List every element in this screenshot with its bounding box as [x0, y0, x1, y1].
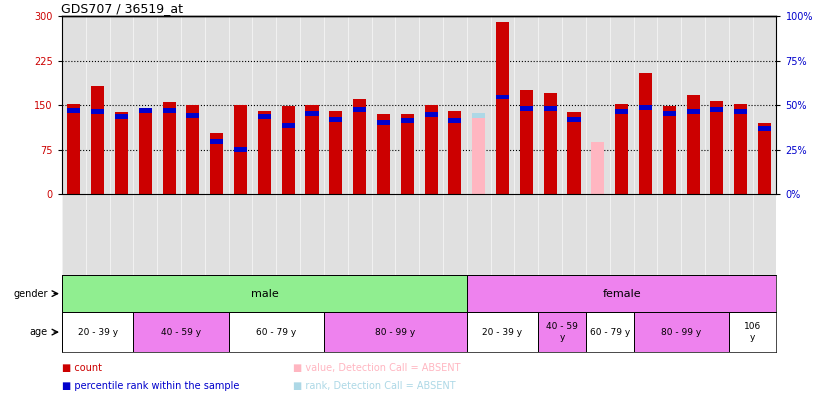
- Bar: [591, 142, 605, 194]
- Bar: [234, 105, 247, 194]
- Bar: [539, 312, 586, 352]
- Bar: [520, 90, 533, 194]
- Bar: [615, 104, 629, 194]
- Bar: [187, 113, 200, 118]
- Bar: [544, 107, 557, 111]
- Bar: [210, 139, 223, 144]
- Bar: [377, 120, 390, 125]
- Bar: [187, 105, 200, 194]
- Bar: [734, 104, 748, 194]
- Bar: [282, 123, 295, 128]
- Bar: [139, 109, 152, 194]
- Bar: [496, 95, 509, 99]
- Bar: [758, 126, 771, 131]
- Bar: [401, 118, 414, 123]
- Bar: [425, 105, 438, 194]
- Bar: [758, 123, 771, 194]
- Bar: [467, 275, 776, 312]
- Bar: [229, 312, 324, 352]
- Bar: [234, 147, 247, 151]
- Bar: [67, 108, 80, 113]
- Bar: [91, 86, 104, 194]
- Text: ■ rank, Detection Call = ABSENT: ■ rank, Detection Call = ABSENT: [293, 381, 456, 391]
- Text: age: age: [30, 327, 48, 337]
- Bar: [306, 111, 319, 116]
- Bar: [710, 107, 724, 112]
- Bar: [634, 312, 729, 352]
- Bar: [62, 312, 133, 352]
- Bar: [115, 114, 128, 119]
- Bar: [62, 275, 467, 312]
- Bar: [306, 105, 319, 194]
- Text: ■ count: ■ count: [62, 362, 102, 373]
- Bar: [544, 94, 557, 194]
- Bar: [67, 104, 80, 194]
- Bar: [638, 105, 652, 110]
- Bar: [586, 312, 634, 352]
- Bar: [330, 111, 343, 194]
- Bar: [377, 114, 390, 194]
- Bar: [686, 109, 700, 114]
- Bar: [401, 114, 414, 194]
- Text: ■ value, Detection Call = ABSENT: ■ value, Detection Call = ABSENT: [293, 362, 461, 373]
- Text: 40 - 59
y: 40 - 59 y: [546, 322, 578, 342]
- Bar: [353, 99, 366, 194]
- Text: 80 - 99 y: 80 - 99 y: [661, 328, 701, 337]
- Bar: [662, 111, 676, 116]
- Bar: [258, 111, 271, 194]
- Text: 80 - 99 y: 80 - 99 y: [375, 328, 415, 337]
- Text: 60 - 79 y: 60 - 79 y: [256, 328, 297, 337]
- Text: 20 - 39 y: 20 - 39 y: [482, 328, 523, 337]
- Text: 60 - 79 y: 60 - 79 y: [590, 328, 630, 337]
- Text: ■ percentile rank within the sample: ■ percentile rank within the sample: [62, 381, 240, 391]
- Text: GDS707 / 36519_at: GDS707 / 36519_at: [61, 2, 183, 15]
- Bar: [638, 72, 652, 194]
- Bar: [324, 312, 467, 352]
- Text: 106
y: 106 y: [744, 322, 762, 342]
- Bar: [91, 109, 104, 114]
- Bar: [139, 108, 152, 113]
- Bar: [567, 117, 581, 122]
- Bar: [210, 133, 223, 194]
- Bar: [662, 107, 676, 194]
- Bar: [472, 113, 486, 118]
- Bar: [567, 113, 581, 194]
- Bar: [330, 117, 343, 122]
- Bar: [615, 109, 629, 114]
- Bar: [449, 111, 462, 194]
- Text: female: female: [602, 289, 641, 298]
- Bar: [134, 312, 229, 352]
- Bar: [163, 102, 176, 194]
- Bar: [710, 101, 724, 194]
- Text: male: male: [250, 289, 278, 298]
- Bar: [467, 312, 539, 352]
- Text: 20 - 39 y: 20 - 39 y: [78, 328, 118, 337]
- Bar: [425, 113, 438, 117]
- Bar: [115, 113, 128, 194]
- Bar: [163, 108, 176, 113]
- Bar: [353, 107, 366, 112]
- Bar: [734, 109, 748, 114]
- Bar: [472, 117, 486, 194]
- Text: gender: gender: [13, 289, 48, 298]
- Bar: [686, 95, 700, 194]
- Bar: [520, 107, 533, 111]
- Bar: [496, 22, 509, 194]
- Bar: [282, 106, 295, 194]
- Bar: [258, 114, 271, 119]
- Bar: [449, 118, 462, 123]
- Bar: [729, 312, 776, 352]
- Text: 40 - 59 y: 40 - 59 y: [161, 328, 201, 337]
